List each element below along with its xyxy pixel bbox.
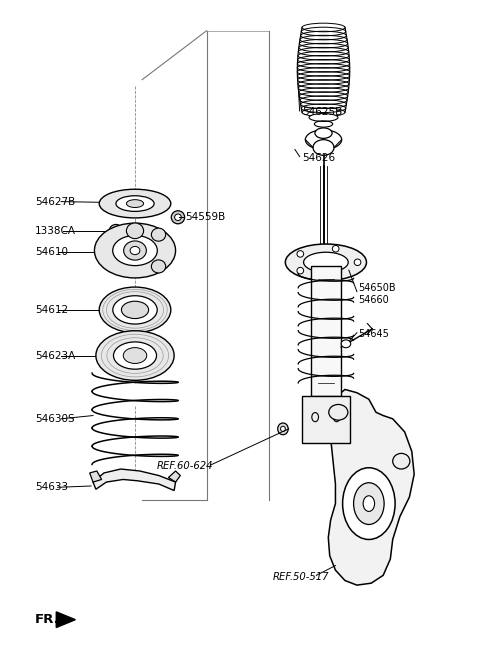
Ellipse shape (151, 260, 166, 273)
Ellipse shape (121, 301, 149, 318)
Polygon shape (168, 471, 180, 482)
Ellipse shape (113, 235, 157, 266)
Ellipse shape (278, 423, 288, 435)
Ellipse shape (354, 483, 384, 525)
Bar (302, 396, 350, 443)
Ellipse shape (96, 331, 174, 381)
Text: 54623A: 54623A (35, 350, 75, 360)
Polygon shape (93, 469, 176, 491)
Ellipse shape (99, 189, 171, 218)
Ellipse shape (354, 259, 361, 265)
Text: 54645: 54645 (358, 329, 389, 339)
Text: 54626: 54626 (302, 153, 335, 163)
Ellipse shape (113, 296, 157, 324)
Ellipse shape (126, 200, 144, 208)
Text: 54650B: 54650B (358, 284, 396, 293)
Ellipse shape (297, 251, 304, 257)
Ellipse shape (171, 211, 185, 224)
Polygon shape (90, 471, 102, 482)
Ellipse shape (285, 244, 366, 280)
Ellipse shape (175, 214, 181, 221)
Text: REF.60-624: REF.60-624 (156, 461, 213, 472)
Text: 1338CA: 1338CA (35, 226, 76, 236)
Ellipse shape (343, 468, 395, 540)
Ellipse shape (99, 287, 171, 333)
Ellipse shape (116, 196, 154, 212)
Ellipse shape (329, 404, 348, 420)
Ellipse shape (95, 223, 176, 278)
Ellipse shape (315, 128, 332, 138)
Ellipse shape (341, 340, 351, 348)
Text: 54612: 54612 (35, 305, 68, 315)
Ellipse shape (313, 140, 334, 155)
Text: REF.50-517: REF.50-517 (273, 572, 329, 582)
Ellipse shape (332, 246, 339, 252)
Ellipse shape (302, 23, 345, 32)
Ellipse shape (332, 272, 339, 279)
Text: 54610: 54610 (35, 248, 68, 257)
Ellipse shape (281, 426, 285, 432)
Text: 54630S: 54630S (35, 414, 74, 424)
Text: 54633: 54633 (35, 482, 68, 493)
Text: 54660: 54660 (358, 295, 389, 305)
Text: 54627B: 54627B (35, 196, 75, 206)
Ellipse shape (113, 342, 156, 369)
PathPatch shape (328, 390, 414, 585)
Ellipse shape (305, 130, 342, 149)
Polygon shape (56, 612, 75, 627)
Ellipse shape (363, 496, 374, 512)
Text: 54625B: 54625B (302, 107, 342, 117)
Ellipse shape (297, 267, 304, 274)
Ellipse shape (123, 348, 147, 364)
Ellipse shape (393, 453, 410, 469)
Ellipse shape (124, 241, 146, 260)
Ellipse shape (309, 113, 338, 121)
Ellipse shape (130, 246, 140, 255)
Ellipse shape (113, 229, 119, 234)
Text: 54559B: 54559B (185, 212, 226, 221)
Ellipse shape (126, 223, 144, 238)
Ellipse shape (109, 225, 122, 238)
Ellipse shape (151, 228, 166, 241)
Bar (311, 265, 341, 396)
Ellipse shape (303, 252, 348, 272)
Text: FR.: FR. (35, 613, 60, 626)
